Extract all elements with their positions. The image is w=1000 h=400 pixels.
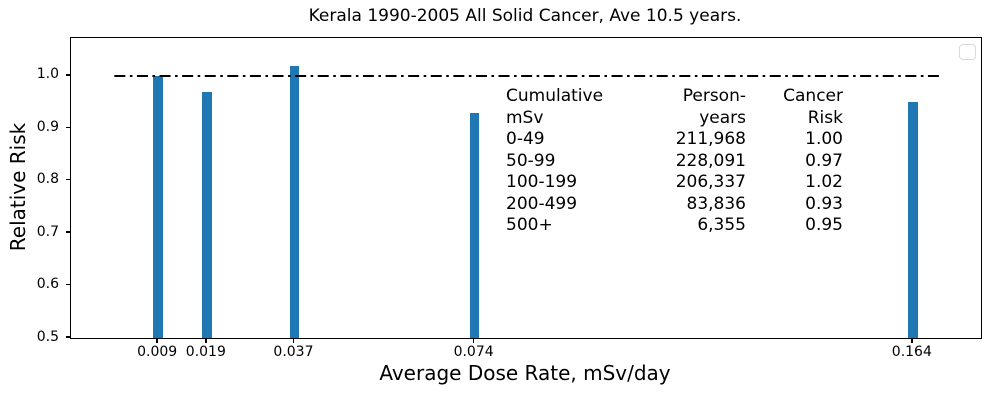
table-row: 50-99 228,091 0.97: [506, 151, 843, 173]
table-cell: 1.02: [805, 172, 843, 192]
table-cell: 50-99: [506, 150, 556, 171]
bar: [153, 75, 164, 338]
y-tick-label: 0.8: [36, 171, 59, 188]
x-tick-label: 0.009: [137, 344, 178, 360]
table-cell: 83,836: [686, 193, 746, 214]
y-tick-label: 0.6: [36, 276, 59, 293]
y-tick-label: 0.5: [36, 328, 59, 345]
table-row: 0-49 211,968 1.00: [506, 129, 843, 151]
y-tick-mark: [65, 231, 70, 233]
table-cell: 211,968: [675, 129, 746, 149]
y-tick-mark: [65, 283, 70, 286]
table-cell: 0.95: [805, 215, 843, 235]
x-tick-label: 0.037: [273, 344, 314, 360]
x-tick-mark: [472, 338, 475, 343]
x-tick-mark: [292, 338, 295, 343]
table-row: 100-199 206,337 1.02: [506, 172, 843, 194]
table-cell: 0-49: [506, 129, 545, 149]
bar: [907, 102, 918, 338]
y-tick-mark: [65, 74, 70, 76]
x-tick-label: 0.074: [453, 344, 494, 360]
y-tick-label: 0.7: [36, 223, 59, 240]
bar: [469, 112, 480, 338]
plot-area: Cumulative Person- Cancer mSv years Risk 0-49 2…: [70, 37, 982, 339]
inset-table: Cumulative Person- Cancer mSv years Risk 0-49 2…: [506, 86, 843, 237]
y-tick-mark: [65, 179, 70, 181]
table-cell: Cumulative: [506, 86, 604, 106]
table-cell: 1.00: [805, 129, 843, 149]
bar: [201, 91, 212, 338]
legend-box: [959, 44, 976, 60]
y-tick-mark: [65, 336, 70, 338]
table-cell: 206,337: [675, 172, 746, 192]
y-tick-label: 1.0: [36, 66, 59, 83]
table-header-row: mSv years Risk: [506, 108, 843, 130]
table-cell: 0.97: [805, 150, 843, 171]
bar: [289, 65, 300, 338]
table-cell: 100-199: [506, 172, 578, 192]
x-tick-mark: [911, 338, 913, 343]
table-row: 200-499 83,836 0.93: [506, 194, 843, 216]
table-cell: 228,091: [675, 150, 746, 171]
table-row: 500+ 6,355 0.95: [506, 215, 843, 237]
y-tick-label: 0.9: [36, 118, 59, 135]
table-cell: 200-499: [506, 193, 578, 214]
table-header-row: Cumulative Person- Cancer: [506, 86, 843, 108]
x-tick-label: 0.019: [185, 344, 226, 360]
table-cell: 0.93: [805, 193, 843, 214]
table-cell: Risk: [807, 107, 843, 128]
y-tick-mark: [65, 126, 70, 129]
x-axis-label: Average Dose Rate, mSv/day: [379, 361, 671, 385]
reference-line: [114, 74, 943, 77]
x-tick-mark: [205, 338, 207, 343]
x-tick-label: 0.164: [891, 344, 932, 360]
table-cell: Cancer: [783, 86, 843, 106]
table-cell: mSv: [506, 107, 544, 128]
table-cell: years: [699, 107, 746, 128]
x-tick-mark: [156, 338, 158, 343]
table-cell: 500+: [506, 215, 553, 235]
chart-title: Kerala 1990-2005 All Solid Cancer, Ave 1…: [308, 6, 742, 26]
table-cell: 6,355: [697, 215, 746, 235]
table-cell: Person-: [682, 86, 746, 106]
